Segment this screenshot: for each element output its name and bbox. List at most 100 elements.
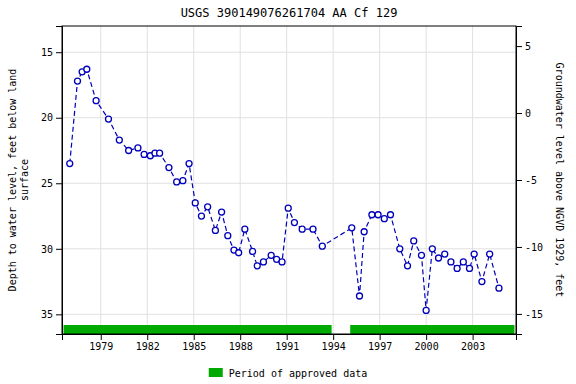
series-point [361,229,367,235]
tick: 2000 [415,334,439,352]
y-axis-label: Depth to water level, feet below landsur… [7,69,30,292]
series-point [67,161,73,167]
legend: Period of approved data [209,368,367,379]
series-point [180,178,186,184]
tick-mark [516,113,522,114]
tick: -5 [516,175,537,186]
legend-swatch [209,368,223,377]
x-axis: 197919821985198819911994199720002003 [63,334,517,352]
tick: 20 [41,112,62,123]
tick-label: 30 [41,244,53,255]
tick-label: -10 [525,242,543,253]
tick-label: 1985 [182,341,206,352]
y2-axis-label: Groundwater level above NGVD 1929, feet [554,63,565,298]
series-point [157,150,163,156]
series-point [299,226,305,232]
series-point [236,250,242,256]
series-point [467,265,473,271]
tick-label: 1991 [275,341,299,352]
grid-line-x [333,26,334,334]
tick: 15 [41,47,62,58]
series-point [141,151,147,157]
series-point [436,255,442,261]
series-point [126,148,132,154]
y2-axis: 5 0 -5 -10 -15 [516,27,543,335]
series-point [242,226,248,232]
series-point [135,145,141,151]
series-point [418,252,424,258]
series-line [70,69,499,310]
tick: 1985 [182,334,206,352]
approved-period-bar [64,325,332,334]
tick-mark [240,334,241,340]
tick-label: 25 [41,178,53,189]
marks [64,66,515,334]
series-point [448,259,454,265]
tick-label: 2003 [461,341,485,352]
series-point [93,98,99,104]
plot: 1979198219851988199119941997200020031520… [41,26,543,352]
tick: 1982 [136,334,160,352]
axis-line [56,27,63,335]
tick: 35 [41,309,62,320]
tick-label: -15 [525,309,543,320]
tick-mark [516,247,522,248]
tick: 1994 [322,334,346,352]
series-point [460,259,466,265]
tick-mark [380,334,381,340]
tick-mark [426,334,427,340]
tick-label: 15 [41,47,53,58]
series-point [166,165,172,171]
series-point [357,293,363,299]
series-point [423,307,429,313]
series-point [349,225,355,231]
series-point [260,259,266,265]
grid-line-x [472,26,473,334]
tick-mark [287,334,288,340]
series-point [250,248,256,254]
tick-mark [56,249,62,250]
tick-mark [473,334,474,340]
series-point [219,209,225,215]
grid-line-x [100,26,101,334]
tick: 5 [516,41,531,52]
tick-label: 1982 [136,341,160,352]
series-point [186,161,192,167]
grid-line-y [62,314,516,315]
tick-mark [516,180,522,181]
tick-label: 0 [525,108,531,119]
series-point [310,226,316,232]
tick-mark [333,334,334,340]
grid-line-y [62,248,516,249]
series-point [496,285,502,291]
plot-frame [62,26,516,334]
tick-label: 1979 [89,341,113,352]
grid-line-x [379,26,380,334]
tick-mark [516,46,522,47]
tick-mark [56,52,62,53]
series-point [225,233,231,239]
grid-line-y [62,183,516,184]
tick-mark [147,334,148,340]
tick-mark [56,314,62,315]
tick-label: 35 [41,309,53,320]
series-point [369,212,375,218]
tick-label: -5 [525,175,537,186]
approved-period-bar [350,325,514,334]
tick-mark [56,118,62,119]
tick-mark [101,334,102,340]
tick-label: 20 [41,112,53,123]
series-point [198,213,204,219]
series-point [319,243,325,249]
tick-mark [56,183,62,184]
tick: 1991 [275,334,299,352]
grid [62,26,516,334]
series-point [279,259,285,265]
grid-line-y [62,117,516,118]
tick-label: 1997 [368,341,392,352]
series-point [116,137,122,143]
series-point [192,200,198,206]
tick: 1979 [89,334,113,352]
series-point [105,116,111,122]
grid-line-y [62,52,516,53]
